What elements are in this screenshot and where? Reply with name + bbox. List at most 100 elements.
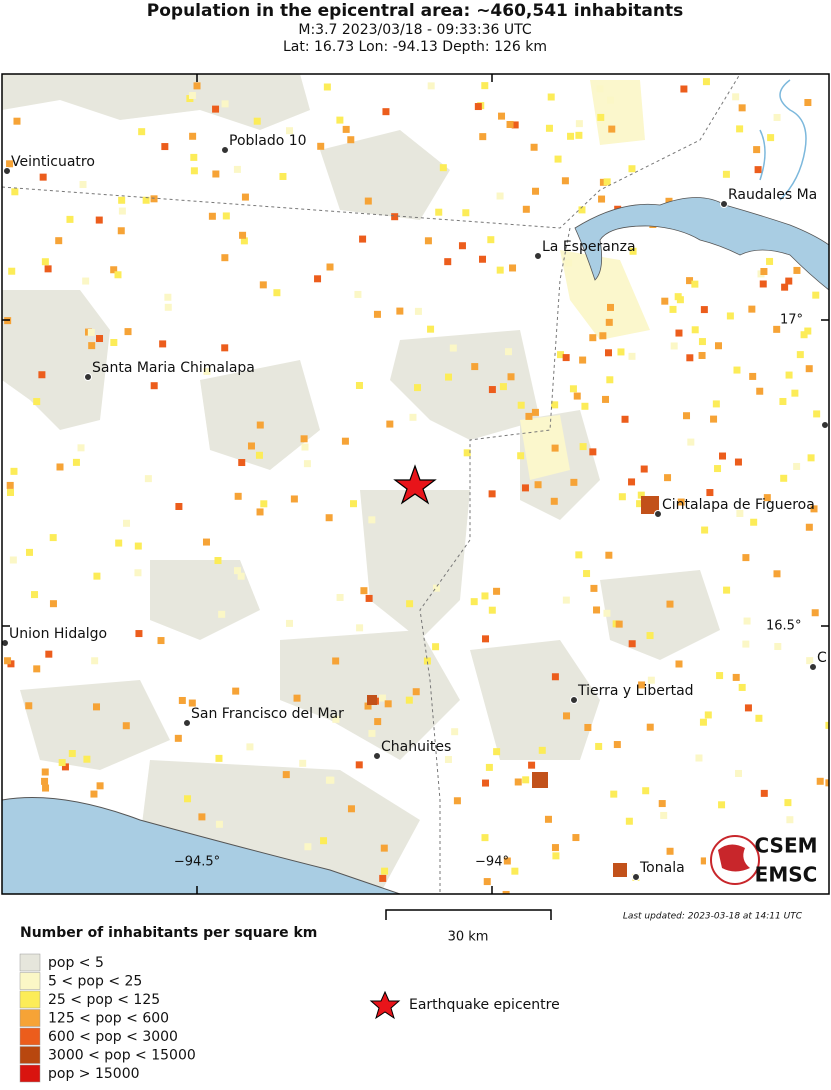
pop-cell xyxy=(574,393,581,400)
pop-cell xyxy=(11,188,18,195)
pop-cell xyxy=(736,125,743,132)
pop-cell xyxy=(366,595,373,602)
pop-cell xyxy=(493,588,500,595)
pop-cell xyxy=(535,481,542,488)
pop-cell xyxy=(779,398,786,405)
pop-cell xyxy=(304,843,311,850)
place-dot xyxy=(85,374,92,381)
pop-cell xyxy=(552,844,559,851)
pop-cell xyxy=(719,453,726,460)
pop-cell xyxy=(497,193,504,200)
pop-cell xyxy=(589,334,596,341)
pop-cell xyxy=(386,421,393,428)
pop-cell xyxy=(235,493,242,500)
pop-cell xyxy=(484,878,491,885)
pop-cell xyxy=(614,741,621,748)
pop-cell xyxy=(462,209,469,216)
pop-cell xyxy=(481,834,488,841)
pop-cell xyxy=(701,306,708,313)
pop-cell xyxy=(359,236,366,243)
place-dot xyxy=(633,874,640,881)
pop-cell xyxy=(607,97,614,104)
pop-cell xyxy=(119,208,126,215)
pop-cell xyxy=(589,448,596,455)
pop-cell xyxy=(563,354,570,361)
legend-label: 3000 < pop < 15000 xyxy=(48,1048,196,1064)
pop-cell xyxy=(198,813,205,820)
pop-cell xyxy=(260,500,267,507)
pop-cell xyxy=(548,94,555,101)
legend-label: pop > 15000 xyxy=(48,1066,140,1082)
pop-cell xyxy=(812,609,819,616)
pop-cell xyxy=(718,801,725,808)
pop-cell xyxy=(523,206,530,213)
pop-cell xyxy=(45,651,52,658)
pop-cell xyxy=(343,126,350,133)
pop-cell xyxy=(667,848,674,855)
pop-cell xyxy=(691,281,698,288)
pop-cell xyxy=(742,641,749,648)
pop-cell xyxy=(576,120,583,127)
pop-cell xyxy=(479,256,486,263)
pop-cell xyxy=(425,237,432,244)
pop-cell xyxy=(45,265,52,272)
pop-cell xyxy=(471,598,478,605)
pop-cell xyxy=(55,237,62,244)
pop-cell xyxy=(69,750,76,757)
pop-cell xyxy=(123,722,130,729)
pop-cell xyxy=(326,514,333,521)
pop-cell xyxy=(435,209,442,216)
pop-cell xyxy=(151,195,158,202)
pop-cell xyxy=(813,410,820,417)
pop-cell xyxy=(471,363,478,370)
pop-cell xyxy=(342,438,349,445)
pop-cell xyxy=(73,459,80,466)
place-label: Santa Maria Chimalapa xyxy=(92,360,255,376)
pop-cell xyxy=(532,409,539,416)
pop-cell xyxy=(42,785,49,792)
pop-cell xyxy=(301,444,308,451)
pop-cell xyxy=(4,657,11,664)
pop-cell xyxy=(50,534,57,541)
pop-cell xyxy=(246,743,253,750)
pop-cell xyxy=(42,768,49,775)
pop-cell xyxy=(555,156,562,163)
pop-cell xyxy=(57,463,64,470)
place-label: Cintalapa de Figueroa xyxy=(662,497,815,513)
place-label: Chahuites xyxy=(381,739,451,755)
pop-cell xyxy=(368,730,375,737)
pop-cell xyxy=(82,278,89,285)
place-label: San Francisco del Mar xyxy=(191,706,344,722)
pop-cell xyxy=(567,133,574,140)
pop-cell xyxy=(598,196,605,203)
pop-cell xyxy=(511,868,518,875)
pop-cell xyxy=(415,308,422,315)
pop-cell xyxy=(33,398,40,405)
pop-cell xyxy=(522,776,529,783)
pop-cell xyxy=(165,304,172,311)
pop-cell xyxy=(203,539,210,546)
pop-cell xyxy=(732,93,739,100)
pop-cell xyxy=(354,291,361,298)
pop-cell xyxy=(641,466,648,473)
legend-swatch xyxy=(20,1010,40,1027)
pop-cell xyxy=(291,495,298,502)
pop-cell xyxy=(774,114,781,121)
pop-cell xyxy=(215,755,222,762)
pop-cell xyxy=(498,113,505,120)
place-dot xyxy=(222,147,229,154)
place-label: Tonala xyxy=(639,860,685,876)
pop-cell xyxy=(755,166,762,173)
pop-cell xyxy=(194,82,201,89)
legend-label: 125 < pop < 600 xyxy=(48,1011,169,1027)
pop-cell xyxy=(723,587,730,594)
pop-cell xyxy=(642,787,649,794)
pop-cell xyxy=(454,797,461,804)
place-dot xyxy=(374,753,381,760)
pop-cell xyxy=(748,306,755,313)
title: Population in the epicentral area: ~460,… xyxy=(147,1,683,21)
pop-cell xyxy=(257,422,264,429)
pop-cell xyxy=(509,264,516,271)
pop-cell xyxy=(88,342,95,349)
